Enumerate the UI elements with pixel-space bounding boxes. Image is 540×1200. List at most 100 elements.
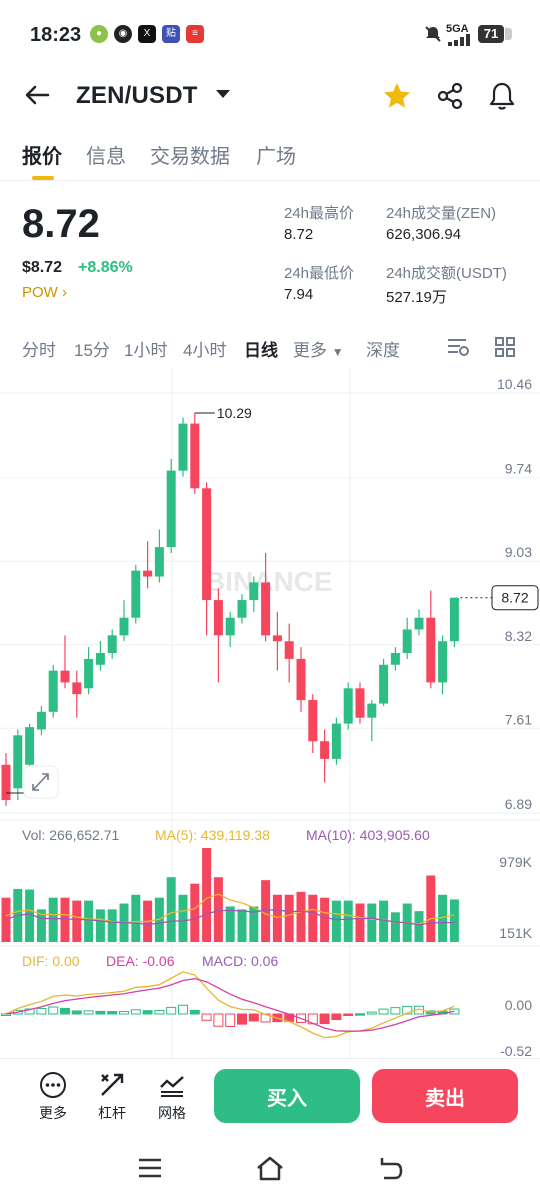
macd-bar — [60, 1007, 70, 1015]
more-dots-icon — [40, 1072, 66, 1098]
volume-bar — [36, 909, 46, 942]
home-icon[interactable] — [255, 1154, 285, 1182]
macd-bar — [378, 1008, 389, 1015]
candle-body — [1, 764, 11, 801]
page-tabs: 报价 信息 交易数据 广场 — [0, 130, 540, 181]
candle-body — [36, 711, 46, 730]
sell-button[interactable]: 卖出 — [372, 1069, 518, 1123]
macd-bar — [107, 1011, 118, 1015]
leverage-icon — [101, 1073, 124, 1096]
volume-value: 626,306.94 — [386, 226, 462, 243]
bell-icon[interactable] — [486, 80, 518, 112]
caret-down-icon: ▼ — [331, 345, 344, 359]
high-value: 8.72 — [284, 226, 314, 243]
interval-1h[interactable]: 1小时 — [124, 341, 168, 360]
layout-grid-icon[interactable] — [494, 336, 516, 358]
chevron-down-icon[interactable] — [216, 90, 230, 98]
tieba-notification-icon: 贴 — [162, 25, 180, 43]
volume-bar — [190, 883, 200, 942]
macd-bar — [366, 1011, 377, 1015]
volume-bar — [237, 909, 247, 942]
candle-body — [48, 670, 58, 712]
more-action[interactable]: 更多 — [28, 1071, 78, 1123]
volume-bar — [320, 897, 330, 942]
volume-bar — [225, 906, 235, 942]
menu-icon[interactable] — [136, 1156, 164, 1180]
macd-bar — [331, 1013, 342, 1021]
expand-icon-glyph — [32, 773, 49, 791]
macd-bar — [36, 1007, 47, 1015]
volume-bar — [261, 880, 271, 942]
candle-body — [72, 682, 82, 695]
grid-label: 网格 — [158, 1105, 186, 1121]
volume-bar — [60, 897, 70, 942]
back-nav-icon[interactable] — [376, 1154, 404, 1182]
candle-body — [296, 658, 306, 701]
indicator-settings-icon[interactable] — [446, 336, 470, 358]
interval-1d[interactable]: 日线 — [244, 341, 278, 360]
interval-15m[interactable]: 15分 — [74, 341, 110, 360]
macd-bar — [24, 1008, 35, 1015]
candle-body — [143, 570, 153, 577]
app-notification-icon: ● — [90, 25, 108, 43]
tab-info[interactable]: 信息 — [86, 146, 126, 168]
amount-value: 527.19万 — [386, 289, 447, 306]
leverage-action[interactable]: 杠杆 — [87, 1071, 137, 1123]
interval-more[interactable]: 更多 ▼ — [293, 336, 344, 361]
dea-line — [5, 978, 455, 1032]
vol-ma10-label: MA(10): 403,905.60 — [306, 827, 430, 843]
macd-bar — [319, 1013, 330, 1025]
usd-price: $8.72 — [22, 259, 63, 276]
grid-trading-icon — [160, 1076, 184, 1097]
volume-bar — [426, 875, 436, 942]
volume-bar — [379, 900, 389, 942]
pow-tag-label: POW — [22, 284, 58, 301]
system-nav-bar — [0, 1140, 540, 1200]
volume-bar — [367, 903, 377, 942]
price-tick-label: 6.89 — [505, 796, 532, 812]
star-icon[interactable] — [381, 80, 413, 112]
tab-quote[interactable]: 报价 — [22, 146, 62, 168]
macd-bar — [130, 1009, 141, 1015]
macd-bar — [71, 1010, 82, 1015]
tab-square[interactable]: 广场 — [256, 146, 296, 168]
volume-bar — [390, 912, 400, 942]
candle-body — [284, 641, 294, 659]
price-tick-label: 9.03 — [505, 544, 532, 560]
penguin-notification-icon: ◉ — [114, 25, 132, 43]
candle-body — [95, 653, 105, 665]
interval-time[interactable]: 分时 — [22, 341, 56, 360]
grid-action[interactable]: 网格 — [147, 1071, 197, 1123]
macd-bar — [1, 1013, 11, 1016]
candle-body — [426, 617, 436, 683]
candle-body — [308, 700, 318, 742]
tab-trading-data[interactable]: 交易数据 — [150, 146, 230, 168]
volume-bar — [449, 899, 459, 942]
status-time: 18:23 — [30, 24, 82, 46]
mute-icon — [425, 26, 441, 42]
candle-body — [261, 582, 271, 636]
candle-body — [367, 703, 377, 718]
macd-bar — [248, 1013, 259, 1022]
kline-chart[interactable]: BINANCE 10.469.749.038.327.616.89 10.297… — [0, 368, 540, 1058]
more-label: 更多 — [39, 1105, 67, 1121]
back-arrow-icon[interactable] — [22, 80, 52, 110]
volume-bar — [249, 906, 259, 942]
interval-depth[interactable]: 深度 — [366, 341, 400, 360]
action-bar: 更多 杠杆 网格 买入 卖出 — [0, 1058, 540, 1139]
macd-bar — [166, 1006, 177, 1015]
dif-line — [5, 971, 455, 1039]
candle-body — [131, 570, 141, 618]
macd-bar — [178, 1004, 188, 1015]
pow-tag[interactable]: POW › — [22, 284, 67, 301]
share-icon[interactable] — [434, 80, 466, 112]
volume-label: 24h成交量(ZEN) — [386, 205, 497, 222]
header: ZEN/USDT — [0, 70, 540, 125]
macd-bar — [142, 1010, 153, 1015]
interval-4h[interactable]: 4小时 — [183, 341, 227, 360]
pair-title[interactable]: ZEN/USDT — [76, 82, 198, 109]
high-label: 24h最高价 — [284, 205, 355, 222]
expand-icon[interactable] — [23, 765, 59, 799]
candle-body — [202, 488, 212, 601]
buy-button[interactable]: 买入 — [214, 1069, 360, 1123]
